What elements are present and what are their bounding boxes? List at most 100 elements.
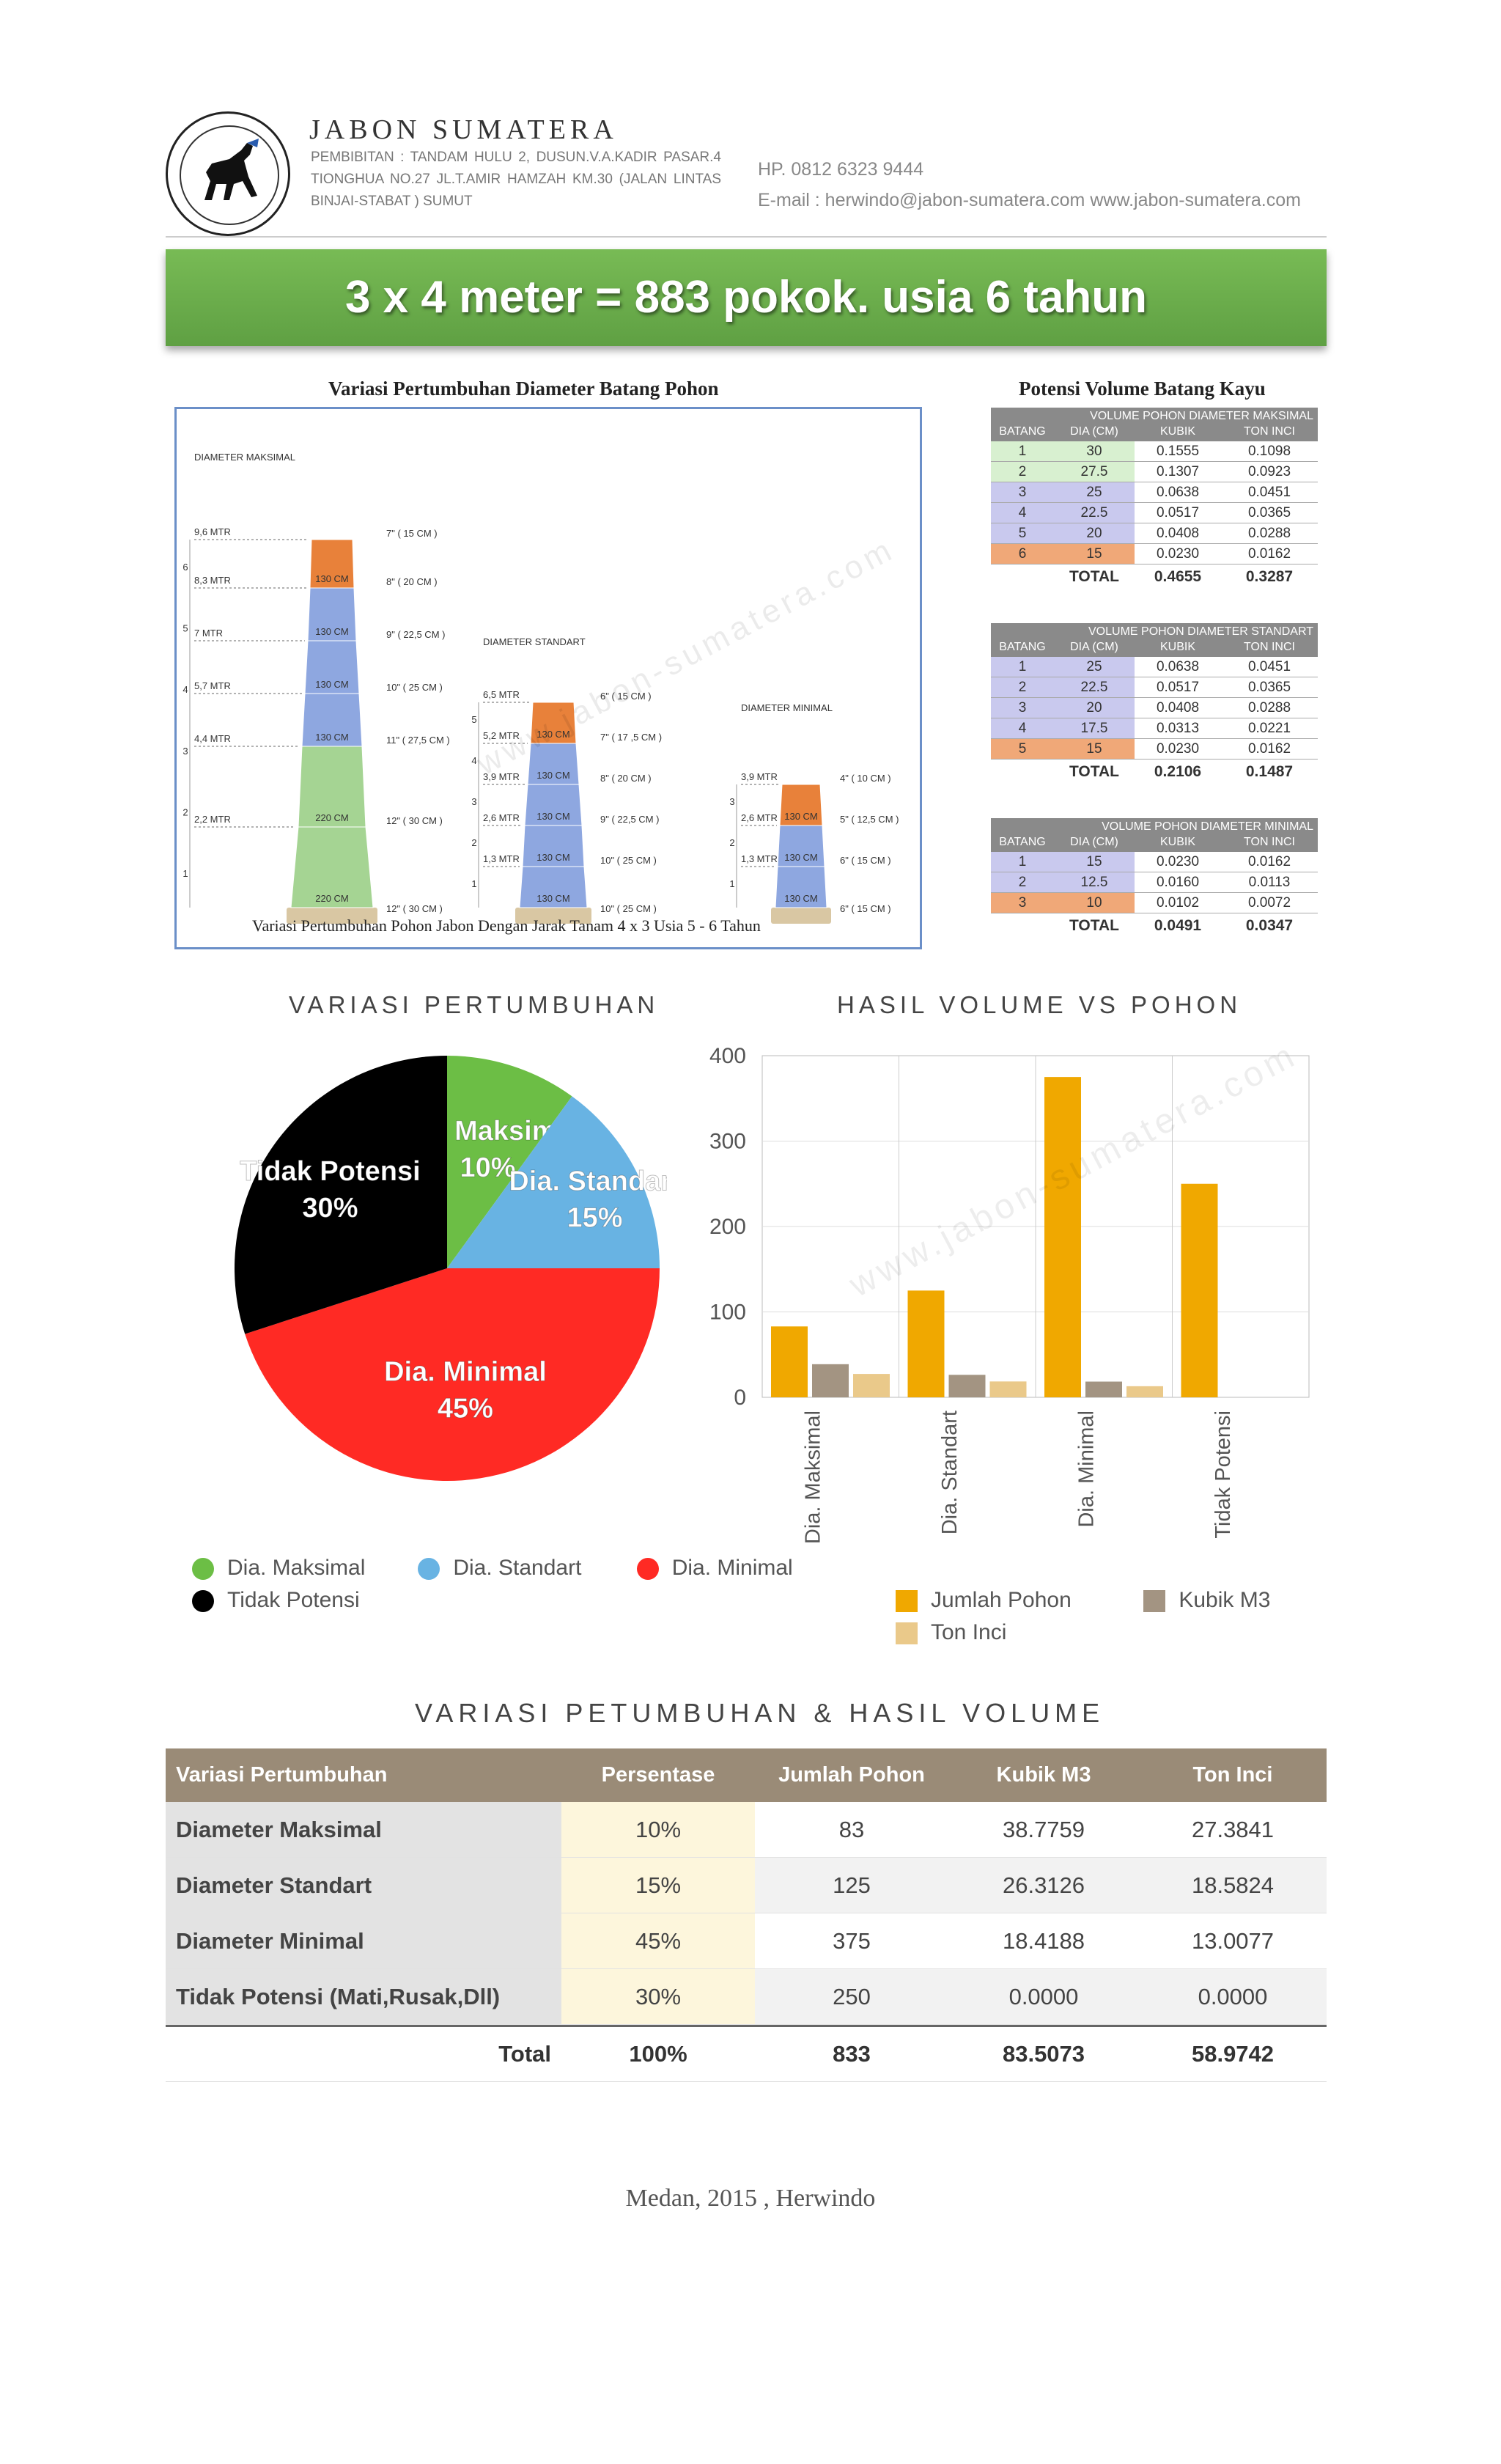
volume-table-total: TOTAL 0.4655 0.3287 [1069, 568, 1294, 585]
volume-table-row: 1 30 0.1555 0.1098 [991, 441, 1318, 462]
summary-row: Diameter Standart 15% 125 26.3126 18.5824 [166, 1858, 1327, 1913]
pie-legend: Dia. Maksimal Dia. Standart Dia. Minimal… [192, 1556, 793, 1620]
bar-jumlah-pohon [771, 1326, 808, 1397]
bar-section-title: HASIL VOLUME VS POHON [837, 991, 1242, 1018]
pie-slice-dia-maksimal [447, 1056, 572, 1268]
summary-row: Tidak Potensi (Mati,Rusak,Dll) 30% 250 0.00… [166, 1969, 1327, 2025]
logo [166, 111, 290, 236]
y-tick-label: 0 [734, 1386, 746, 1410]
x-tick-label: Dia. Minimal [1074, 1411, 1098, 1528]
summary-total-cell: 100% [629, 2041, 687, 2067]
volume-table: VOLUME POHON DIAMETER MAKSIMAL BATANG DIA … [991, 408, 1318, 589]
summary-total-cell: 833 [833, 2041, 871, 2067]
tree-minimal-scale-label: 2 [729, 837, 734, 848]
header-divider [166, 236, 1327, 238]
tree-standart-scale-label: 2 [471, 837, 476, 848]
tree-diagram-svg: DIAMETER MAKSIMAL 220 CM 2,2 MTR 220 CM 4,4 … [177, 409, 920, 947]
phone: HP. 0812 6323 9444 [758, 159, 924, 180]
volume-table-header: VOLUME POHON DIAMETER STANDART BATANG DIA … [991, 623, 1318, 657]
volume-table-row: 1 15 0.0230 0.0162 [991, 852, 1318, 872]
summary-header-row: Variasi Pertumbuhan Persentase Jumlah Poho… [166, 1748, 1327, 1802]
tree-standart-height-label: 6,5 MTR [483, 689, 520, 700]
tree-maksimal-scale-label: 2 [182, 807, 188, 818]
tree-minimal-height-label: 2,6 MTR [741, 812, 778, 823]
pie-section-title: VARIASI PERTUMBUHAN [289, 991, 660, 1018]
legend-dia-standart: Dia. Standart [418, 1556, 630, 1581]
tree-maksimal-segment-label: 130 CM [315, 679, 349, 690]
summary-cell: 27.3841 [1139, 1802, 1327, 1857]
tree-maksimal-diameter-label: 11" ( 27,5 CM ) [386, 735, 450, 746]
legend-ton-inci: Ton Inci [896, 1620, 1006, 1645]
summary-cell: 18.4188 [948, 1913, 1139, 1968]
pie-value-label: 15% [567, 1202, 623, 1233]
tree-maksimal-height-label: 7 MTR [194, 628, 223, 639]
summary-cell: 10% [561, 1802, 755, 1857]
banner-text: 3 x 4 meter = 883 pokok. usia 6 tahun [344, 272, 1148, 323]
tree-minimal-segment-label: 130 CM [784, 852, 818, 863]
tree-minimal-height-label: 3,9 MTR [741, 771, 778, 782]
summary-cell: 38.7759 [948, 1802, 1139, 1857]
volume-title: Potensi Volume Batang Kayu [1019, 378, 1266, 400]
summary-total-cell: 58.9742 [1191, 2041, 1275, 2067]
tree-standart-scale-label: 4 [471, 755, 476, 766]
tree-minimal-diameter-label: 6" ( 15 CM ) [840, 855, 891, 866]
tree-maksimal-scale-label: 3 [182, 746, 188, 757]
volume-table-row: 3 20 0.0408 0.0288 [991, 698, 1318, 718]
summary-total-cell: 83.5073 [1002, 2041, 1085, 2067]
summary-cell: Tidak Potensi (Mati,Rusak,Dll) [166, 1969, 561, 2024]
y-tick-label: 400 [709, 1044, 746, 1068]
tree-minimal-label: DIAMETER MINIMAL [741, 702, 833, 713]
tree-standart-height-label: 1,3 MTR [483, 853, 520, 864]
x-tick-label: Tidak Potensi [1212, 1411, 1235, 1539]
summary-table: Variasi Pertumbuhan Persentase Jumlah Poho… [166, 1748, 1327, 2082]
pie-value-label: 30% [302, 1193, 358, 1224]
pie-slice-dia-minimal [245, 1268, 660, 1481]
summary-cell: 250 [755, 1969, 948, 2024]
volume-table-row: 5 20 0.0408 0.0288 [991, 523, 1318, 544]
tree-minimal: DIAMETER MINIMAL 130 CM 1,3 MTR 130 CM 2,6 M… [729, 702, 899, 924]
summary-cell: 30% [561, 1969, 755, 2024]
legend-dia-maksimal: Dia. Maksimal [192, 1556, 412, 1581]
x-tick-label: Dia. Standart [938, 1411, 962, 1534]
volume-table-row: 3 25 0.0638 0.0451 [991, 482, 1318, 503]
summary-cell: 125 [755, 1858, 948, 1913]
summary-cell: 13.0077 [1139, 1913, 1327, 1968]
contact-block: HP. 0812 6323 9444 E-mail : herwindo@jab… [758, 154, 1301, 216]
summary-total-cell: Total [498, 2041, 551, 2067]
tree-standart-height-label: 2,6 MTR [483, 812, 520, 823]
tree-maksimal-diameter-label: 10" ( 25 CM ) [386, 682, 443, 693]
pie-label: Dia. Standart [509, 1166, 667, 1196]
summary-cell: 83 [755, 1802, 948, 1857]
tree-maksimal-diameter-label: 7" ( 15 CM ) [386, 528, 438, 539]
tree-maksimal-diameter-label: 8" ( 20 CM ) [386, 576, 438, 587]
volume-table-row: 5 15 0.0230 0.0162 [991, 739, 1318, 760]
summary-header-cell: Ton Inci [1192, 1763, 1273, 1787]
tree-maksimal-segment [309, 539, 355, 589]
tree-maksimal-height-label: 4,4 MTR [194, 733, 231, 744]
tree-maksimal-diameter-label: 12" ( 30 CM ) [386, 903, 443, 914]
bar-ton-inci [853, 1374, 890, 1397]
tree-standart-segment-label: 130 CM [536, 852, 570, 863]
tree-minimal-scale-label: 3 [729, 796, 734, 807]
tree-standart-diameter-label: 7" ( 17 ,5 CM ) [600, 732, 662, 743]
tree-maksimal-height-label: 5,7 MTR [194, 680, 231, 691]
y-tick-label: 200 [709, 1215, 746, 1239]
tree-maksimal-segment-label: 220 CM [315, 812, 349, 823]
address: PEMBIBITAN : TANDAM HULU 2, DUSUN.V.A.KA… [311, 150, 721, 209]
tree-maksimal: DIAMETER MAKSIMAL 220 CM 2,2 MTR 220 CM 4,4 … [182, 452, 450, 924]
tree-minimal-segment-label: 130 CM [784, 811, 818, 822]
tree-standart-label: DIAMETER STANDART [483, 636, 586, 647]
tree-standart-diameter-label: 10" ( 25 CM ) [600, 855, 657, 866]
summary-cell: 0.0000 [1139, 1969, 1327, 2024]
email[interactable]: E-mail : herwindo@jabon-sumatera.com www… [758, 190, 1301, 210]
volume-table-row: 4 22.5 0.0517 0.0365 [991, 503, 1318, 523]
volume-table: VOLUME POHON DIAMETER MINIMAL BATANG DIA (… [991, 818, 1318, 938]
tree-standart-segment-label: 130 CM [536, 893, 570, 904]
tree-maksimal-height-label: 8,3 MTR [194, 575, 231, 586]
tree-standart-diameter-label: 10" ( 25 CM ) [600, 903, 657, 914]
volume-table-row: 4 17.5 0.0313 0.0221 [991, 718, 1318, 739]
tree-maksimal-scale-label: 4 [182, 684, 188, 695]
tree-maksimal-scale-label: 6 [182, 562, 188, 573]
volume-table-header: VOLUME POHON DIAMETER MAKSIMAL BATANG DIA … [991, 408, 1318, 441]
brand-name: JABON SUMATERA [309, 114, 618, 145]
